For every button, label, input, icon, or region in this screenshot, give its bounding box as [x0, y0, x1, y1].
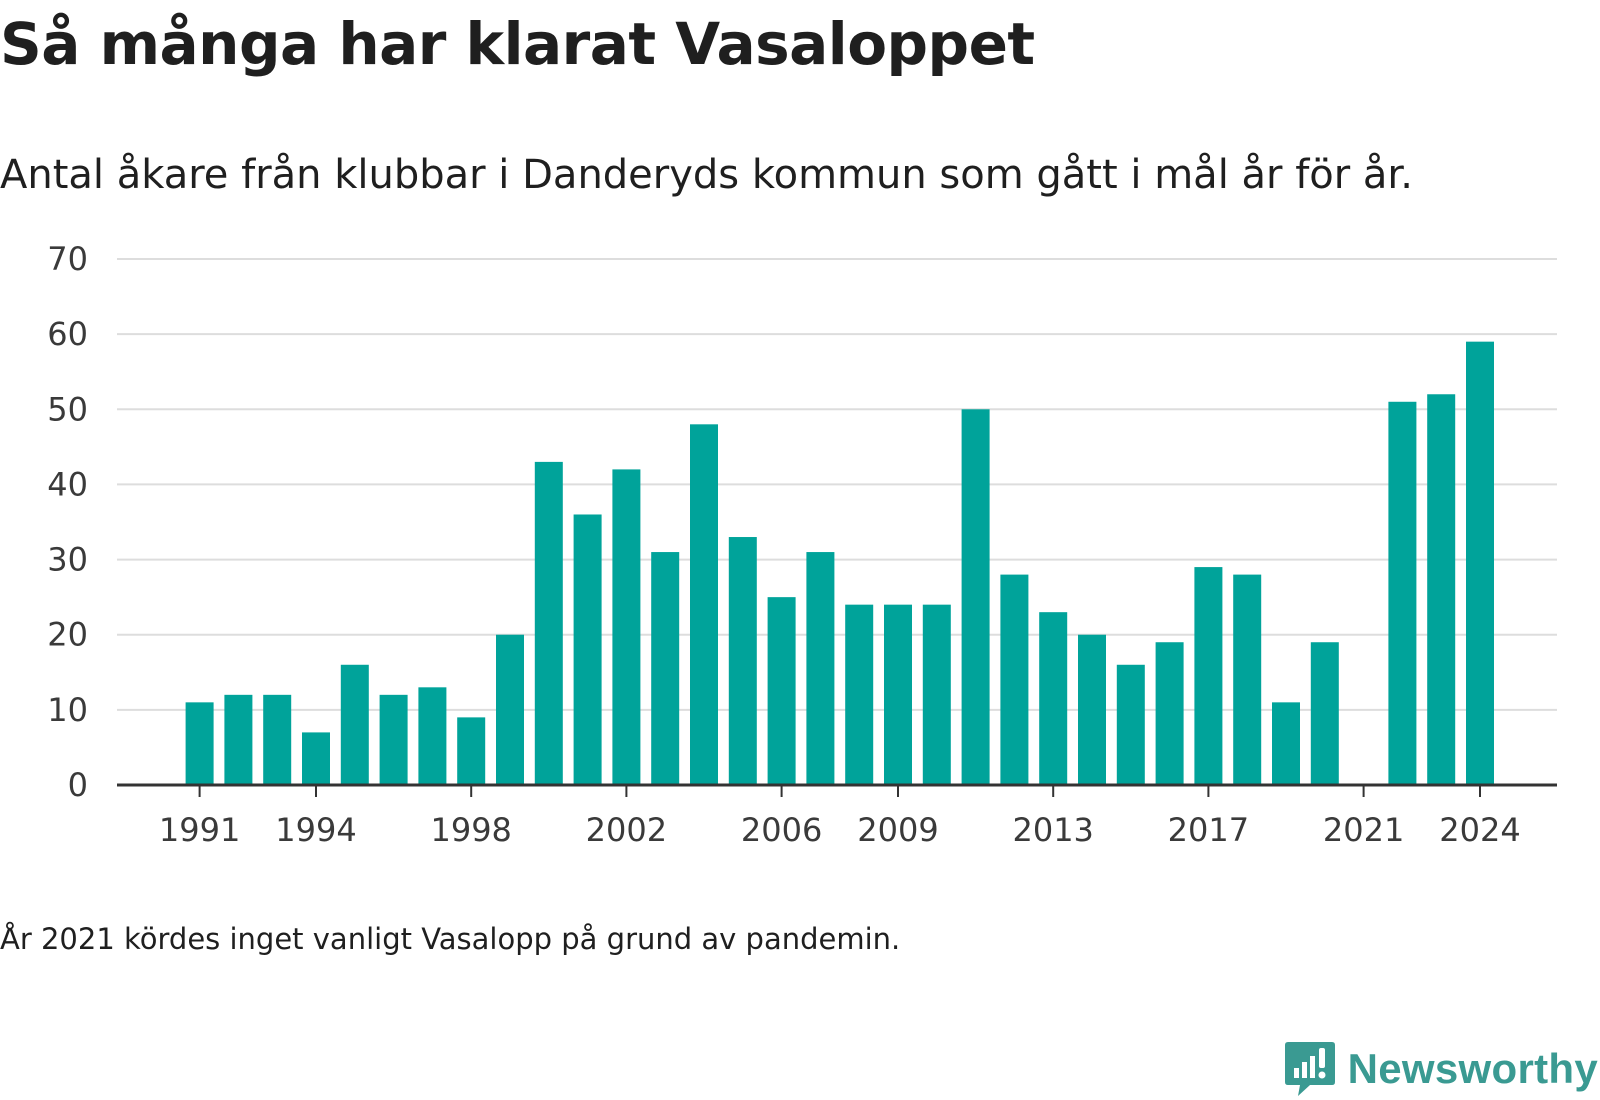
y-tick-label-60: 60	[47, 315, 88, 353]
x-tick-label-2006: 2006	[741, 811, 822, 849]
bar-1995	[340, 664, 369, 785]
y-tick-label-40: 40	[47, 465, 88, 503]
x-tick-label-1998: 1998	[430, 811, 511, 849]
bar-1993	[263, 694, 292, 785]
bar-2019	[1272, 702, 1300, 785]
bar-2009	[884, 604, 912, 785]
bar-2003	[651, 552, 680, 785]
x-tick-label-1994: 1994	[275, 811, 356, 849]
bar-1999	[496, 634, 524, 785]
y-tick-label-70: 70	[47, 240, 88, 278]
bar-2020	[1310, 642, 1339, 785]
bar-2005	[728, 537, 757, 785]
bar-1996	[379, 694, 408, 785]
chart-title: Så många har klarat Vasaloppet	[0, 10, 1035, 78]
bar-2011	[961, 409, 990, 785]
y-tick-label-10: 10	[47, 691, 88, 729]
bar-2018	[1233, 574, 1262, 785]
bar-2002	[612, 469, 641, 785]
y-tick-label-0: 0	[68, 766, 88, 804]
y-tick-label-20: 20	[47, 616, 88, 654]
y-tick-label-30: 30	[47, 541, 88, 579]
chart-subtitle: Antal åkare från klubbar i Danderyds kom…	[0, 152, 1413, 198]
bar-2012	[1000, 574, 1029, 785]
x-tick-label-2021: 2021	[1323, 811, 1404, 849]
x-tick-label-2009: 2009	[857, 811, 938, 849]
bar-1997	[418, 687, 447, 785]
x-tick-label-1991: 1991	[159, 811, 240, 849]
bar-1992	[224, 694, 253, 785]
bar-2013	[1039, 612, 1068, 785]
brand-name: Newsworthy	[1347, 1045, 1598, 1092]
bar-2024	[1466, 341, 1494, 785]
bar-2017	[1194, 567, 1223, 785]
bar-chart: 0 10 20 30 40 50 60 70 1991 1994 1998 2002 2006 2009…	[47, 240, 1557, 849]
bar-1994	[302, 732, 330, 785]
bar-2023	[1427, 394, 1456, 785]
x-tick-label-2013: 2013	[1012, 811, 1093, 849]
gridlines	[117, 258, 1557, 711]
bar-2007	[806, 552, 835, 785]
bar-2000	[534, 461, 563, 785]
newsworthy-brand: Newsworthy	[1284, 1038, 1598, 1100]
newsworthy-logo-icon	[1284, 1042, 1335, 1096]
bar-2010	[922, 604, 951, 785]
bars	[185, 341, 1494, 785]
bar-2008	[845, 604, 874, 785]
bar-2004	[690, 424, 718, 785]
bar-1991	[185, 702, 214, 785]
y-axis-tick-labels: 0 10 20 30 40 50 60 70	[47, 240, 88, 804]
bar-2001	[573, 514, 602, 785]
x-tick-label-2024: 2024	[1439, 811, 1520, 849]
bar-2015	[1116, 664, 1145, 785]
bar-1998	[457, 717, 486, 785]
bar-2006	[767, 597, 796, 785]
chart-note: År 2021 kördes inget vanligt Vasalopp på…	[0, 922, 901, 956]
x-tick-label-2017: 2017	[1168, 811, 1249, 849]
x-tick-label-2002: 2002	[586, 811, 667, 849]
y-tick-label-50: 50	[47, 390, 88, 428]
bar-2014	[1078, 634, 1106, 785]
x-axis-ticks: 1991 1994 1998 2002 2006 2009 2013 2017 2021 2024	[159, 785, 1521, 849]
bar-2016	[1155, 642, 1184, 785]
bar-2022	[1388, 401, 1417, 785]
